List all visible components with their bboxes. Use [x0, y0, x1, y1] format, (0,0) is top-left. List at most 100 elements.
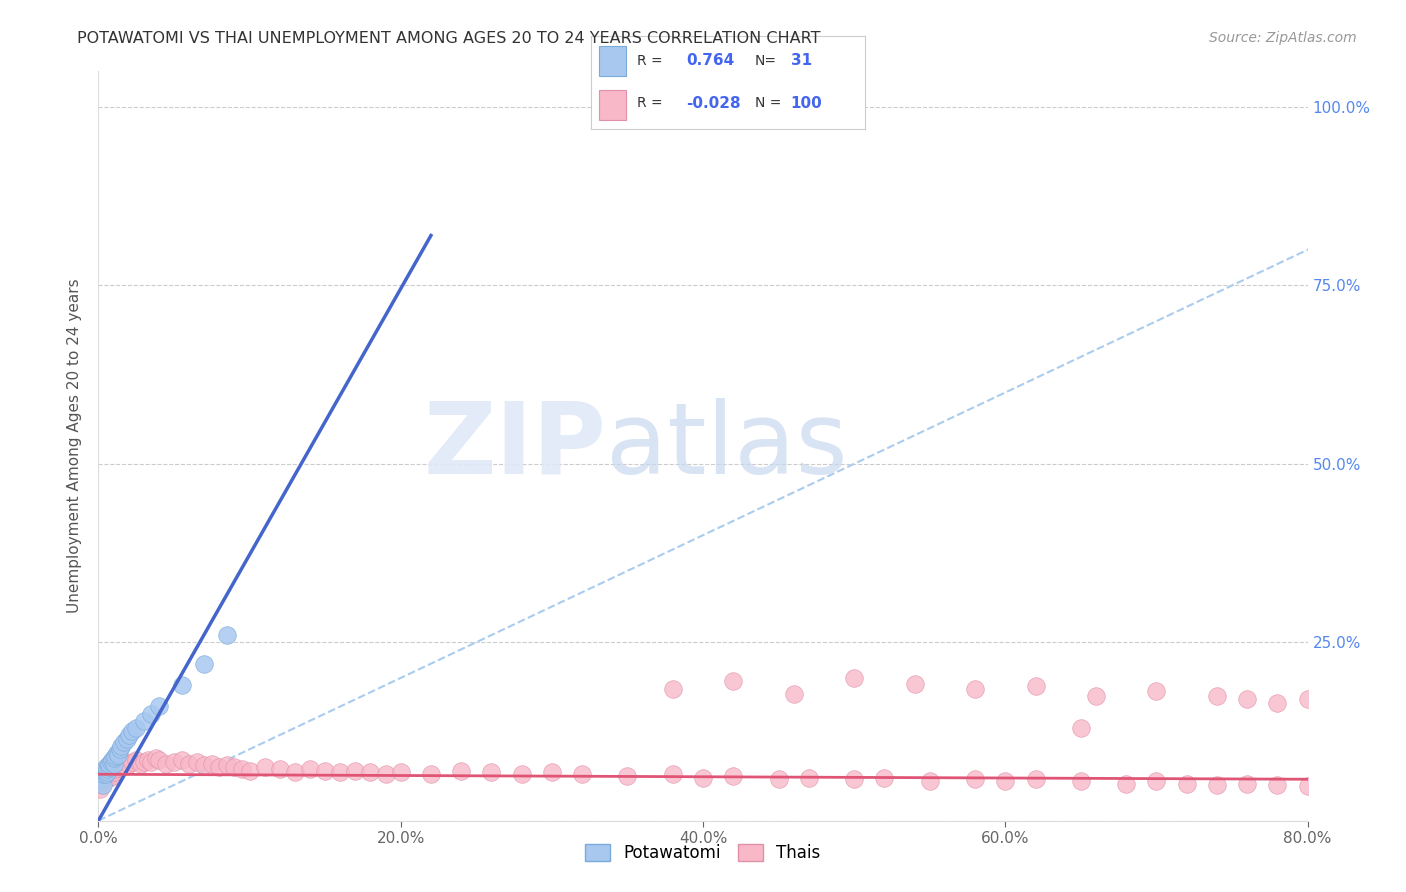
Point [768, 772, 790, 787]
Point [540, 765, 562, 780]
Point [108, 756, 131, 771]
Point [1175, 776, 1198, 790]
Point [121, 755, 143, 769]
Point [1236, 776, 1258, 790]
Point [170, 678, 193, 692]
Point [105, 758, 128, 772]
Point [91, 767, 114, 781]
Point [91, 764, 114, 778]
Text: ZIP: ZIP [423, 398, 606, 494]
Point [108, 742, 131, 756]
Point [1236, 692, 1258, 706]
Bar [599, 90, 626, 120]
Point [115, 731, 138, 746]
Point [723, 674, 745, 689]
Point [103, 756, 125, 771]
Point [994, 774, 1017, 789]
Point [121, 724, 143, 739]
Text: R =: R = [637, 54, 662, 68]
Point [103, 751, 125, 765]
Point [661, 767, 683, 781]
Point [571, 767, 593, 781]
Point [186, 755, 208, 769]
Point [94, 769, 117, 783]
Text: Source: ZipAtlas.com: Source: ZipAtlas.com [1209, 31, 1357, 45]
Point [98, 764, 121, 778]
Point [269, 762, 291, 776]
Point [125, 753, 148, 767]
Text: N=: N= [755, 54, 778, 68]
Point [155, 756, 177, 771]
Point [224, 760, 246, 774]
Point [96, 765, 118, 780]
Point [299, 762, 322, 776]
Point [1085, 689, 1108, 703]
Text: 0.764: 0.764 [686, 54, 735, 69]
Legend: Potawatomi, Thais: Potawatomi, Thais [579, 837, 827, 869]
Point [107, 747, 129, 762]
Point [170, 753, 193, 767]
Point [1267, 696, 1289, 710]
Point [90, 774, 112, 789]
Point [360, 765, 382, 780]
Point [329, 765, 352, 780]
Point [145, 751, 167, 765]
Text: 100: 100 [790, 95, 823, 111]
Point [904, 676, 927, 690]
Point [420, 767, 443, 781]
Point [179, 756, 201, 771]
Point [91, 771, 114, 785]
Point [93, 774, 115, 789]
Point [1024, 772, 1046, 787]
Point [112, 735, 135, 749]
Point [94, 762, 117, 776]
Text: atlas: atlas [606, 398, 848, 494]
Point [148, 699, 170, 714]
Point [96, 760, 118, 774]
Point [89, 774, 111, 789]
Point [1024, 680, 1046, 694]
Text: 31: 31 [790, 54, 811, 69]
Point [112, 755, 135, 769]
Point [1115, 776, 1137, 790]
Point [215, 628, 238, 642]
Point [141, 755, 163, 769]
Point [239, 764, 262, 778]
Point [873, 771, 896, 785]
Point [132, 714, 155, 728]
Text: R =: R = [637, 96, 662, 110]
Point [110, 760, 132, 774]
Point [201, 756, 224, 771]
Point [94, 767, 117, 781]
Point [1206, 689, 1229, 703]
Point [136, 753, 159, 767]
Point [111, 758, 134, 772]
Point [89, 781, 111, 796]
Point [1144, 683, 1167, 698]
Point [374, 767, 396, 781]
Point [783, 687, 806, 701]
Point [389, 765, 412, 780]
Point [1206, 778, 1229, 792]
Point [1144, 774, 1167, 789]
Point [118, 728, 141, 742]
Point [510, 767, 533, 781]
Point [105, 746, 128, 760]
Point [104, 762, 127, 776]
Point [90, 767, 112, 781]
Point [1267, 778, 1289, 792]
Point [965, 681, 987, 696]
Point [193, 657, 215, 671]
Point [103, 765, 125, 780]
Point [132, 755, 155, 769]
Point [344, 764, 367, 778]
Point [616, 769, 638, 783]
Bar [599, 46, 626, 76]
Point [661, 681, 683, 696]
Point [163, 755, 186, 769]
Point [96, 762, 118, 776]
Point [129, 756, 152, 771]
Point [314, 764, 336, 778]
Point [89, 771, 111, 785]
Point [98, 756, 121, 771]
